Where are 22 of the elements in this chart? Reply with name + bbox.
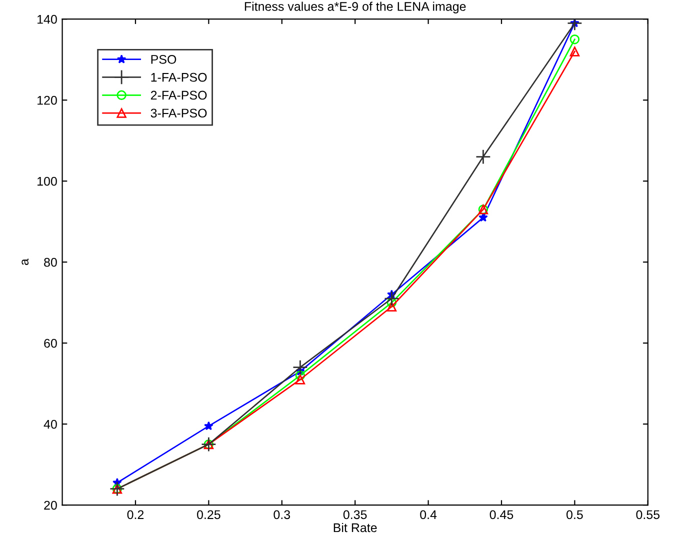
x-tick-label: 0.2 bbox=[127, 510, 144, 520]
y-tick-label: 120 bbox=[38, 96, 57, 105]
y-tick-label: 40 bbox=[44, 420, 57, 429]
x-tick-label: 0.45 bbox=[490, 510, 514, 520]
x-tick-label: 0.4 bbox=[420, 510, 437, 520]
x-axis-title: Bit Rate bbox=[334, 522, 377, 532]
legend-label: PSO bbox=[151, 54, 176, 64]
y-tick-label: 100 bbox=[38, 176, 57, 186]
y-tick-label: 80 bbox=[44, 258, 57, 267]
x-tick-label: 0.3 bbox=[274, 510, 290, 520]
legend-label: 3-FA-PSO bbox=[150, 108, 207, 118]
x-tick-label: 0.5 bbox=[566, 510, 583, 520]
x-tick-label: 0.55 bbox=[636, 510, 660, 520]
chart-title: Fitness values a*E-9 of the LENA image bbox=[244, 2, 466, 14]
y-axis-title: a bbox=[22, 258, 29, 266]
legend-label: 1-FA-PSO bbox=[151, 72, 207, 82]
x-tick-label: 0.35 bbox=[343, 510, 367, 520]
y-tick-label: 60 bbox=[44, 338, 57, 348]
y-tick-label: 140 bbox=[38, 14, 57, 24]
legend-label: 2-FA-PSO bbox=[150, 90, 207, 100]
y-tick-label: 20 bbox=[44, 500, 57, 510]
x-tick-label: 0.25 bbox=[197, 510, 220, 520]
